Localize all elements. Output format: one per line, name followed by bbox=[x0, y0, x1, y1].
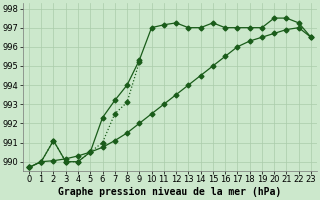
X-axis label: Graphe pression niveau de la mer (hPa): Graphe pression niveau de la mer (hPa) bbox=[58, 187, 282, 197]
